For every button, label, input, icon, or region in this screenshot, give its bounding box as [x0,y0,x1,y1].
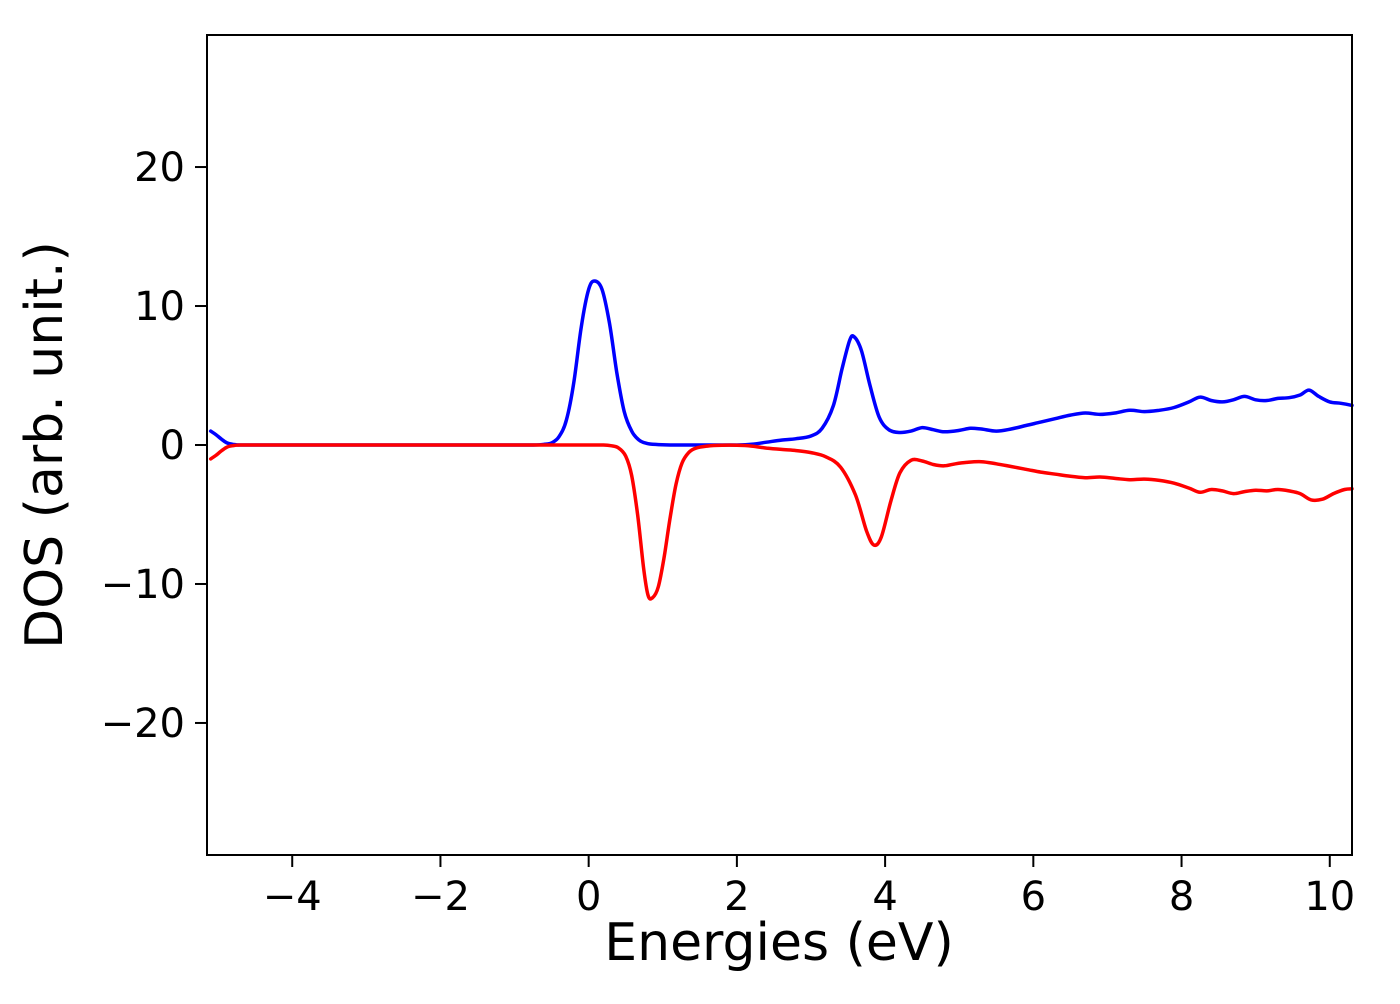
y-tick-label: 20 [134,145,185,191]
y-tick-label: −10 [101,562,185,608]
x-tick-label: 4 [872,874,897,920]
curve-spin-up-dos [208,279,1354,447]
x-tick-label: −2 [411,874,470,920]
y-tick-label: 0 [160,423,185,469]
x-tick-label: 10 [1304,874,1355,920]
plot-frame [206,34,1353,856]
x-tick-label: 0 [576,874,601,920]
curve-spin-down-dos [208,443,1354,601]
x-tick-label: −4 [263,874,322,920]
y-tick-label: 10 [134,284,185,330]
x-tick-label: 6 [1021,874,1046,920]
y-tick-label: −20 [101,701,185,747]
x-axis-label: Energies (eV) [604,913,953,973]
x-tick-label: 2 [724,874,749,920]
y-axis-label: DOS (arb. unit.) [15,241,75,649]
x-tick-label: 8 [1169,874,1194,920]
